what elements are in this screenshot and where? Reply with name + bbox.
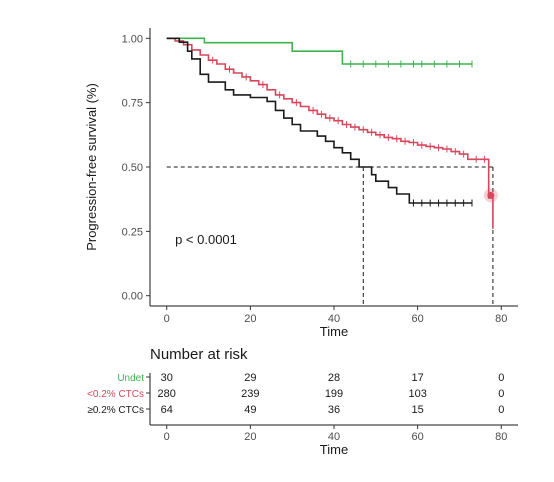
survival-curve-low-ctc xyxy=(166,37,494,229)
x-axis-title: Time xyxy=(320,324,348,339)
risk-count: 36 xyxy=(328,404,340,416)
x-tick-label: 60 xyxy=(412,313,424,325)
risk-row-label: ≥0.2% CTCs xyxy=(87,405,144,416)
risk-row-label: Undet xyxy=(117,373,144,384)
risk-count: 30 xyxy=(161,372,173,384)
risk-x-tick-label: 80 xyxy=(495,431,507,443)
survival-curve-undet xyxy=(166,37,472,65)
risk-table-title: Number at risk xyxy=(150,346,248,363)
risk-x-tick-label: 40 xyxy=(328,431,340,443)
y-tick-label: 0.50 xyxy=(122,162,143,174)
risk-count: 239 xyxy=(241,388,259,400)
y-tick-label: 1.00 xyxy=(122,33,143,45)
x-tick-label: 0 xyxy=(164,313,170,325)
p-value-annotation: p < 0.0001 xyxy=(175,232,237,247)
risk-count: 280 xyxy=(158,388,176,400)
risk-count: 28 xyxy=(328,372,340,384)
x-tick-label: 80 xyxy=(495,313,507,325)
risk-x-tick-label: 60 xyxy=(412,431,424,443)
risk-x-axis-title: Time xyxy=(320,442,348,457)
risk-count: 29 xyxy=(244,372,256,384)
risk-row-label: <0.2% CTCs xyxy=(87,389,144,400)
survival-curve-high-ctc xyxy=(166,37,472,204)
y-axis-title: Progression-free survival (%) xyxy=(84,83,99,251)
y-tick-label: 0.00 xyxy=(122,291,143,303)
y-tick-label: 0.75 xyxy=(122,98,143,110)
risk-count: 49 xyxy=(244,404,256,416)
x-tick-label: 40 xyxy=(328,313,340,325)
x-tick-label: 20 xyxy=(244,313,256,325)
risk-count: 17 xyxy=(412,372,424,384)
risk-count: 103 xyxy=(408,388,426,400)
highlight-point xyxy=(487,191,495,199)
y-tick-label: 0.25 xyxy=(122,226,143,238)
risk-count: 15 xyxy=(412,404,424,416)
risk-count: 64 xyxy=(161,404,173,416)
survival-plot-area: 0.00 0.25 0.50 0.75 1.00 0 20 40 60 80 Time Progres… xyxy=(84,28,518,339)
risk-count: 199 xyxy=(325,388,343,400)
risk-count: 0 xyxy=(498,372,504,384)
risk-table: Number at risk Undet 30 29 28 17 0 <0.2% CTCs 28… xyxy=(87,346,518,457)
risk-x-tick-label: 0 xyxy=(164,431,170,443)
risk-x-tick-label: 20 xyxy=(244,431,256,443)
risk-count: 0 xyxy=(498,404,504,416)
risk-count: 0 xyxy=(498,388,504,400)
